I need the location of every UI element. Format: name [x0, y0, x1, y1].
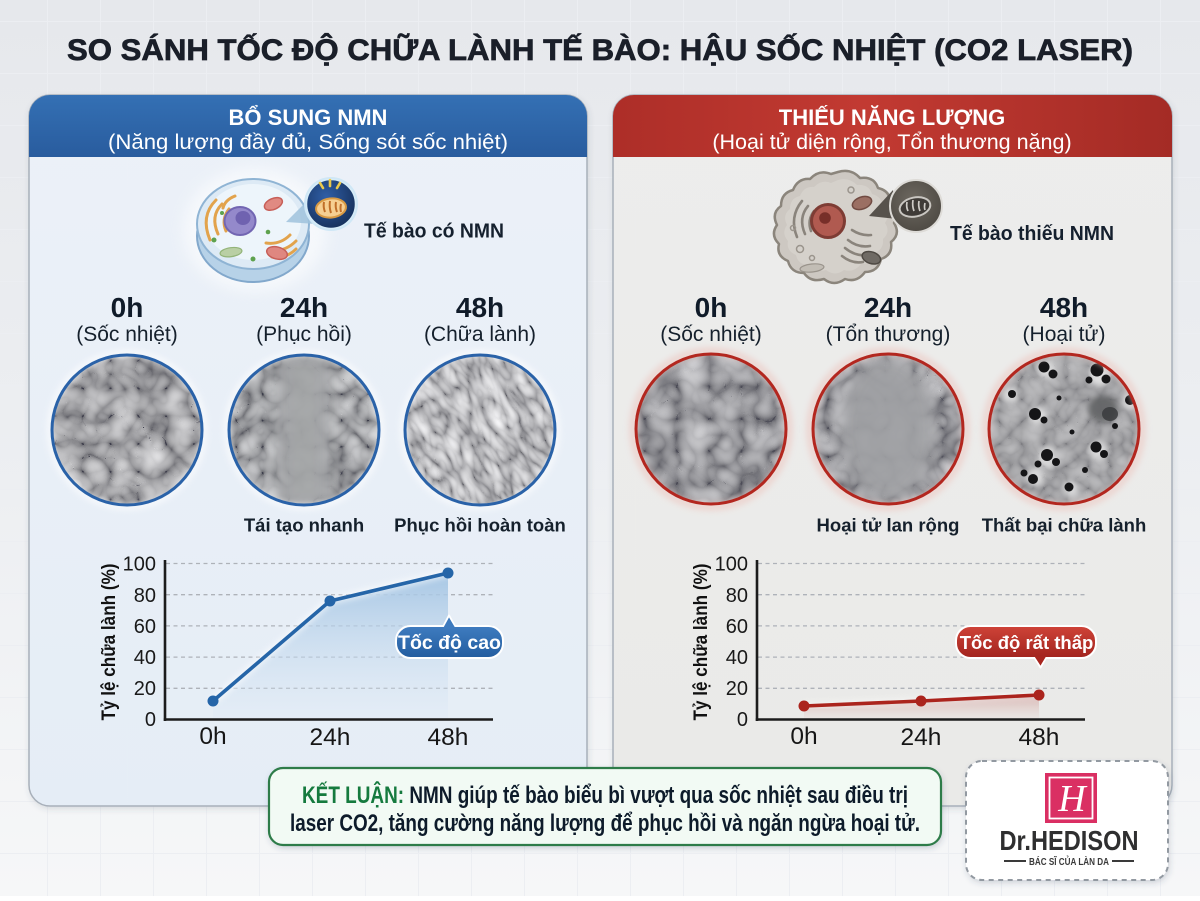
- svg-text:BÁC SĨ CỦA LÀN DA: BÁC SĨ CỦA LÀN DA: [1029, 855, 1109, 868]
- svg-text:0: 0: [737, 709, 748, 731]
- svg-text:24h: 24h: [310, 724, 351, 751]
- svg-text:Tái tạo nhanh: Tái tạo nhanh: [244, 515, 364, 536]
- svg-text:0: 0: [145, 709, 156, 731]
- svg-text:48h: 48h: [428, 724, 469, 751]
- svg-text:60: 60: [134, 616, 156, 638]
- svg-text:Phục hồi hoàn toàn: Phục hồi hoàn toàn: [394, 515, 566, 536]
- svg-text:0h: 0h: [695, 292, 728, 323]
- svg-text:Tế bào thiếu NMN: Tế bào thiếu NMN: [950, 222, 1114, 245]
- svg-text:(Sốc nhiệt): (Sốc nhiệt): [76, 323, 178, 346]
- svg-text:0h: 0h: [790, 723, 817, 750]
- svg-text:laser CO2, tăng cường năng lượ: laser CO2, tăng cường năng lượng để phục…: [290, 810, 920, 837]
- svg-text:24h: 24h: [901, 724, 942, 751]
- svg-text:THIẾU NĂNG LƯỢNG: THIẾU NĂNG LƯỢNG: [779, 105, 1005, 130]
- svg-text:(Tổn thương): (Tổn thương): [826, 323, 951, 346]
- svg-text:Tốc độ cao: Tốc độ cao: [398, 632, 501, 654]
- svg-text:Tỷ lệ chữa lành (%): Tỷ lệ chữa lành (%): [690, 564, 712, 721]
- svg-text:48h: 48h: [456, 292, 504, 323]
- svg-text:(Năng lượng đầy đủ, Sống sót s: (Năng lượng đầy đủ, Sống sót sốc nhiệt): [108, 130, 508, 154]
- svg-text:60: 60: [726, 616, 748, 638]
- svg-text:20: 20: [134, 678, 156, 700]
- svg-text:(Hoại tử): (Hoại tử): [1023, 323, 1106, 346]
- svg-text:Tỷ lệ chữa lành (%): Tỷ lệ chữa lành (%): [98, 564, 120, 721]
- svg-text:(Chữa lành): (Chữa lành): [424, 323, 536, 346]
- svg-text:H: H: [1057, 778, 1088, 820]
- svg-text:24h: 24h: [280, 292, 328, 323]
- svg-text:BỔ SUNG NMN: BỔ SUNG NMN: [229, 105, 388, 130]
- svg-text:SO SÁNH TỐC ĐỘ CHỮA LÀNH TẾ BÀ: SO SÁNH TỐC ĐỘ CHỮA LÀNH TẾ BÀO: HẬU SỐC…: [67, 33, 1133, 67]
- svg-text:100: 100: [715, 554, 748, 576]
- svg-text:Thất bại chữa lành: Thất bại chữa lành: [982, 515, 1147, 536]
- svg-text:Tốc độ rất thấp: Tốc độ rất thấp: [960, 632, 1094, 653]
- svg-text:Dr.HEDISON: Dr.HEDISON: [1000, 825, 1139, 856]
- svg-text:Tế bào có NMN: Tế bào có NMN: [364, 220, 504, 243]
- svg-text:80: 80: [726, 585, 748, 607]
- svg-text:20: 20: [726, 678, 748, 700]
- svg-text:(Hoại tử diện rộng, Tổn thương: (Hoại tử diện rộng, Tổn thương nặng): [712, 130, 1071, 154]
- svg-text:48h: 48h: [1040, 292, 1088, 323]
- svg-text:100: 100: [123, 554, 156, 576]
- svg-text:KẾT LUẬN: NMN giúp tế bào biểu: KẾT LUẬN: NMN giúp tế bào biểu bì vượt q…: [302, 781, 908, 809]
- svg-text:40: 40: [726, 647, 748, 669]
- svg-text:80: 80: [134, 585, 156, 607]
- svg-text:24h: 24h: [864, 292, 912, 323]
- svg-text:0h: 0h: [111, 292, 144, 323]
- svg-text:48h: 48h: [1019, 724, 1060, 751]
- svg-text:(Sốc nhiệt): (Sốc nhiệt): [660, 323, 762, 346]
- svg-text:Hoại tử lan rộng: Hoại tử lan rộng: [817, 515, 960, 536]
- svg-text:40: 40: [134, 647, 156, 669]
- svg-text:(Phục hồi): (Phục hồi): [256, 323, 352, 346]
- svg-text:0h: 0h: [199, 723, 226, 750]
